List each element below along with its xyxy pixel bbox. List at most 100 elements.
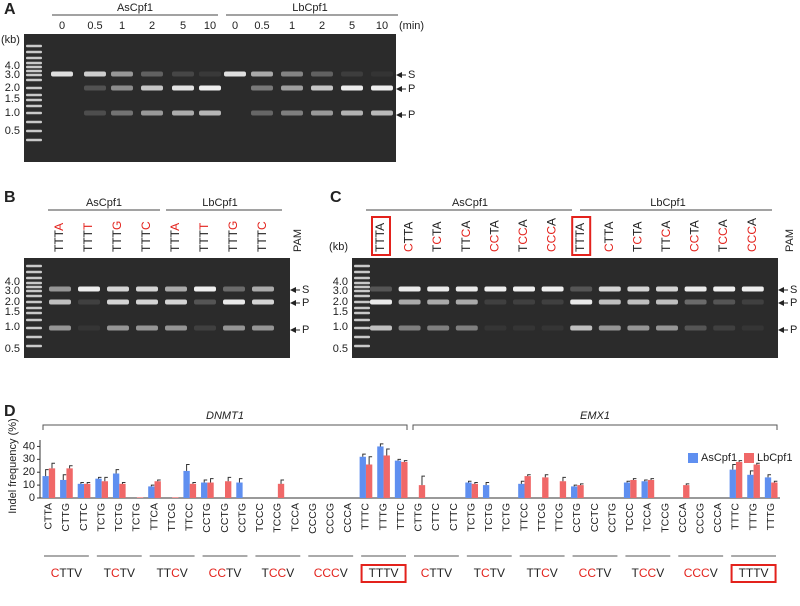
panel-letter: A xyxy=(4,1,16,18)
gel-band xyxy=(370,299,392,305)
ladder-band xyxy=(26,270,42,274)
x-tick-label: TTCA xyxy=(148,503,160,530)
label-part: TT xyxy=(659,237,673,252)
y-axis-label: Indel frequency (%) xyxy=(7,418,19,513)
bar xyxy=(207,482,214,498)
ladder-band xyxy=(26,93,42,97)
pam-label: TTCA xyxy=(659,221,673,252)
gel-band xyxy=(141,71,163,77)
gel-band xyxy=(541,325,564,331)
label-part: T xyxy=(631,244,645,252)
gel-band xyxy=(165,286,187,292)
kb-label: 3.0 xyxy=(5,69,20,81)
gel-band xyxy=(281,71,303,77)
pam-label: TTTA xyxy=(168,223,182,252)
label-part: T xyxy=(716,244,730,252)
ladder-band xyxy=(354,281,370,285)
label-part: TTTA xyxy=(373,223,387,252)
y-tick-label: 40 xyxy=(23,440,35,452)
ladder-band xyxy=(26,73,42,77)
label-part: CC xyxy=(516,227,530,245)
gel-band xyxy=(398,325,421,331)
bar xyxy=(172,497,179,498)
label-part: TT xyxy=(526,566,541,580)
label-part: TTTV xyxy=(369,566,399,580)
gel-band xyxy=(398,286,421,292)
x-tick-label: CCCA xyxy=(712,503,724,533)
error-bar xyxy=(580,483,584,486)
ladder-band xyxy=(26,78,42,82)
gel-band xyxy=(78,286,100,292)
group-label: TTCV xyxy=(156,566,187,580)
pam-label: CCTA xyxy=(488,220,502,252)
x-tick-label: CCCG xyxy=(694,503,706,534)
bar xyxy=(518,483,525,498)
arrow-label: P xyxy=(408,83,415,95)
ladder-band xyxy=(26,289,42,293)
x-tick-label: TTCG xyxy=(536,503,548,532)
ladder-band xyxy=(26,264,42,268)
gel-band xyxy=(713,286,736,292)
x-tick-label: CTTA xyxy=(43,503,55,530)
gel-band xyxy=(78,299,100,305)
label-part: TTT xyxy=(110,229,124,252)
kb-label: 2.0 xyxy=(5,296,20,308)
bar xyxy=(183,470,190,498)
gel-band xyxy=(513,286,535,292)
x-tick-label: TCCG xyxy=(659,503,671,533)
kb-label: 4.0 xyxy=(333,276,348,288)
error-bar xyxy=(474,482,478,484)
kb-label: 1.0 xyxy=(5,107,20,119)
gel-band xyxy=(341,71,363,77)
gel-band xyxy=(741,286,764,292)
error-bar xyxy=(386,448,390,456)
ladder-band xyxy=(354,300,370,304)
x-tick-label: TCTG xyxy=(483,503,495,532)
pam-label: CTTA xyxy=(602,222,616,252)
pam-label: TTTT xyxy=(197,222,211,252)
x-tick-label: CTTC xyxy=(430,503,442,531)
time-label: 0 xyxy=(59,20,65,32)
error-bar xyxy=(632,478,637,480)
error-bar xyxy=(203,479,208,483)
gel-band xyxy=(427,325,450,331)
gel-band xyxy=(194,299,216,305)
time-label: 0.5 xyxy=(254,20,269,32)
time-unit: (min) xyxy=(399,20,424,32)
locus-line xyxy=(412,424,778,430)
gel-band xyxy=(251,85,273,91)
gel-band xyxy=(199,71,221,77)
gel-band xyxy=(741,299,764,305)
gel-band xyxy=(252,325,274,331)
group-label: TCTV xyxy=(474,566,505,580)
gel-band xyxy=(172,71,194,77)
label-part: A xyxy=(745,218,759,226)
legend-label: AsCpf1 xyxy=(701,452,737,464)
bar xyxy=(277,483,285,498)
x-tick-label: TCTG xyxy=(465,503,477,532)
label-box xyxy=(360,564,407,583)
error-bar xyxy=(379,443,384,447)
pam-label: CCCA xyxy=(745,218,759,252)
ladder-band xyxy=(26,98,42,102)
label-part: V xyxy=(550,566,558,580)
ladder-band xyxy=(26,86,42,90)
label-part: T xyxy=(430,244,444,252)
gel-band xyxy=(513,325,535,331)
x-tick-label: CCCG xyxy=(307,503,319,534)
ladder-band xyxy=(26,65,42,69)
ladder-band xyxy=(26,138,42,142)
ladder-band xyxy=(26,344,42,348)
label-part: TV xyxy=(226,566,241,580)
label-part: T xyxy=(197,222,211,230)
gel-band xyxy=(107,299,129,305)
bar xyxy=(365,464,373,498)
label-box xyxy=(571,216,592,256)
error-bar xyxy=(732,463,736,470)
bar xyxy=(401,461,408,498)
label-part: CCC xyxy=(684,566,710,580)
group-label: CTTV xyxy=(421,566,452,580)
gel-band xyxy=(194,286,216,292)
x-tick-label: CCTC xyxy=(589,503,601,533)
